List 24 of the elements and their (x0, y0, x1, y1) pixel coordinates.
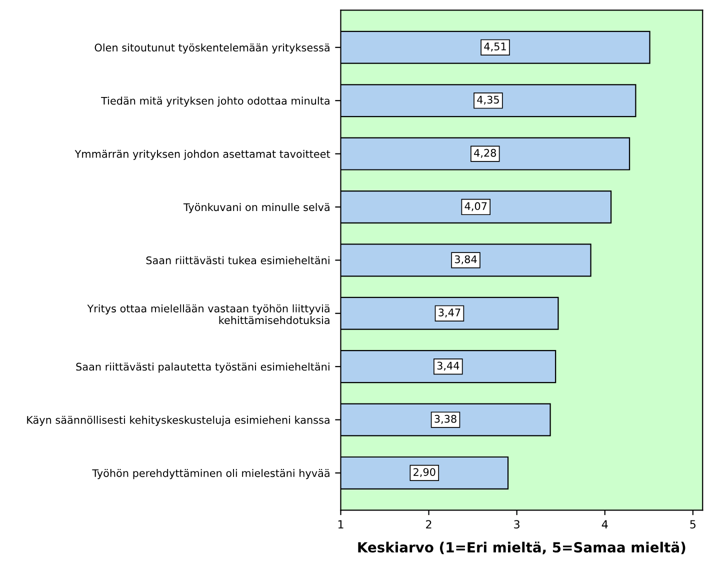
data-label: 3,44 (437, 362, 460, 371)
y-tick-label: Saan riittävästi tukea esimieheltäni (146, 256, 330, 264)
x-tick-label: 5 (690, 520, 696, 529)
data-label: 3,47 (438, 308, 460, 318)
data-label: 3,84 (454, 255, 477, 264)
y-tick-label: Saan riittävästi palautetta työstäni esimieheltäni (76, 362, 330, 373)
y-tick-label: Olen sitoutunut työskentelemään yrityksessä (94, 43, 330, 54)
data-label: 4,51 (484, 42, 506, 52)
data-label: 3,38 (434, 414, 456, 424)
x-axis-title: Keskiarvo (1=Eri mieltä, 5=Samaa mieltä) (358, 542, 686, 554)
x-tick-label: 4 (602, 520, 608, 528)
y-tick-label: Käyn säännöllisesti kehityskeskusteluja esimieheni kanssa (27, 416, 330, 426)
y-tick-label: Työhön perehdyttäminen oli mielestäni hyvää (92, 469, 330, 480)
y-tick-label: Työnkuvani on minulle selvä (183, 203, 330, 214)
y-tick-label: Tiedän mitä yrityksen johto odottaa minulta (101, 96, 330, 107)
data-label: 4,35 (477, 96, 499, 105)
data-label: 4,07 (464, 202, 487, 212)
y-tick-label: Yritys ottaa mielellään vastaan työhön liittyviä kehittämisehdotuksia (87, 304, 330, 324)
x-tick-label: 2 (426, 520, 432, 528)
x-tick-label: 3 (514, 520, 520, 529)
data-label: 4,28 (474, 148, 496, 158)
data-label: 2,90 (414, 468, 436, 478)
y-tick-label: Ymmärrän yrityksen johdon asettamat tavoitteet (74, 150, 330, 160)
x-tick-label: 1 (338, 520, 344, 528)
